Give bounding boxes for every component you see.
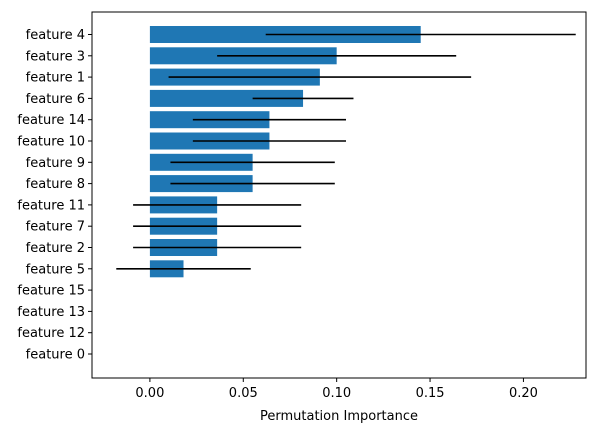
x-tick-label: 0.20 bbox=[509, 386, 538, 401]
y-tick-label: feature 3 bbox=[26, 49, 85, 64]
y-tick-label: feature 8 bbox=[26, 177, 85, 192]
x-axis-label: Permutation Importance bbox=[260, 409, 418, 424]
x-tick-label: 0.15 bbox=[416, 386, 445, 401]
x-axis: 0.00 0.05 0.10 0.15 0.20 bbox=[135, 378, 538, 401]
error-bars-layer bbox=[116, 33, 576, 270]
y-tick-label: feature 5 bbox=[26, 262, 85, 277]
x-tick-label: 0.05 bbox=[229, 386, 258, 401]
bars-layer bbox=[149, 26, 421, 278]
plot-frame bbox=[91, 11, 587, 379]
y-tick-label: feature 15 bbox=[17, 284, 85, 299]
y-tick-label: feature 1 bbox=[26, 71, 85, 86]
y-tick-label: feature 6 bbox=[26, 92, 85, 107]
bar-feature-6 bbox=[149, 89, 304, 107]
y-tick-label: feature 4 bbox=[26, 28, 85, 43]
y-tick-label: feature 10 bbox=[17, 135, 85, 150]
y-tick-label: feature 0 bbox=[26, 348, 85, 363]
y-tick-label: feature 11 bbox=[17, 198, 85, 213]
y-axis: feature 4 feature 3 feature 1 feature 6 feat… bbox=[17, 28, 92, 363]
y-tick-label: feature 13 bbox=[17, 305, 85, 320]
x-tick-label: 0.00 bbox=[135, 386, 164, 401]
x-tick-label: 0.10 bbox=[322, 386, 351, 401]
y-tick-label: feature 7 bbox=[26, 220, 85, 235]
y-tick-label: feature 14 bbox=[17, 113, 85, 128]
y-tick-label: feature 2 bbox=[26, 241, 85, 256]
y-tick-label: feature 12 bbox=[17, 326, 85, 341]
y-tick-label: feature 9 bbox=[26, 156, 85, 171]
